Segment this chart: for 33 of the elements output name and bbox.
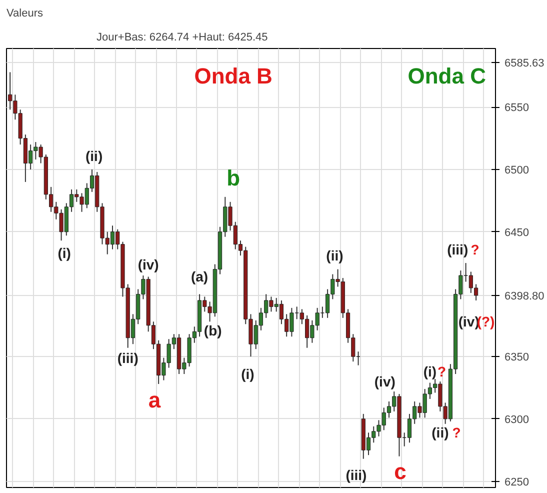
annotation: (i) (241, 366, 254, 382)
annotation: (ii) (86, 148, 103, 164)
y-tick-label: 6585.63 (504, 58, 544, 70)
annotation: b (226, 166, 240, 191)
annotation: ? (437, 364, 446, 380)
annotation: Onda C (408, 63, 486, 88)
annotation: (b) (204, 322, 222, 338)
y-tick-label: 6500 (504, 164, 529, 176)
annotation: c (394, 458, 406, 484)
y-tick-label: 6398.80 (504, 290, 544, 303)
annotation: (iv) (458, 314, 480, 330)
annotation: (iv) (374, 373, 396, 390)
annotation: (iii) (447, 241, 468, 258)
y-tick-label: 6450 (504, 226, 529, 239)
annotation: (iii) (117, 350, 138, 366)
chart-subtitle: Jour+Bas: 6264.74 +Haut: 6425.45 (96, 32, 268, 44)
annotation: (i) (423, 364, 437, 380)
annotation: (iv) (138, 256, 159, 272)
annotation: (ii) (326, 248, 344, 264)
annotation: (?) (476, 314, 495, 330)
chart-title: Valeurs (6, 8, 44, 20)
annotation: Onda B (194, 63, 272, 88)
annotation: (ii) (432, 424, 449, 441)
annotation: ? (470, 241, 480, 258)
annotation: (iii) (346, 467, 367, 484)
annotation: ? (452, 424, 461, 441)
annotation: a (148, 388, 162, 413)
annotation: (i) (58, 245, 71, 262)
annotation: (a) (190, 268, 208, 285)
y-tick-label: 6300 (504, 414, 529, 426)
y-tick-label: 6550 (504, 102, 529, 114)
y-tick-label: 6350 (504, 352, 529, 364)
y-tick-label: 6250 (504, 476, 529, 488)
